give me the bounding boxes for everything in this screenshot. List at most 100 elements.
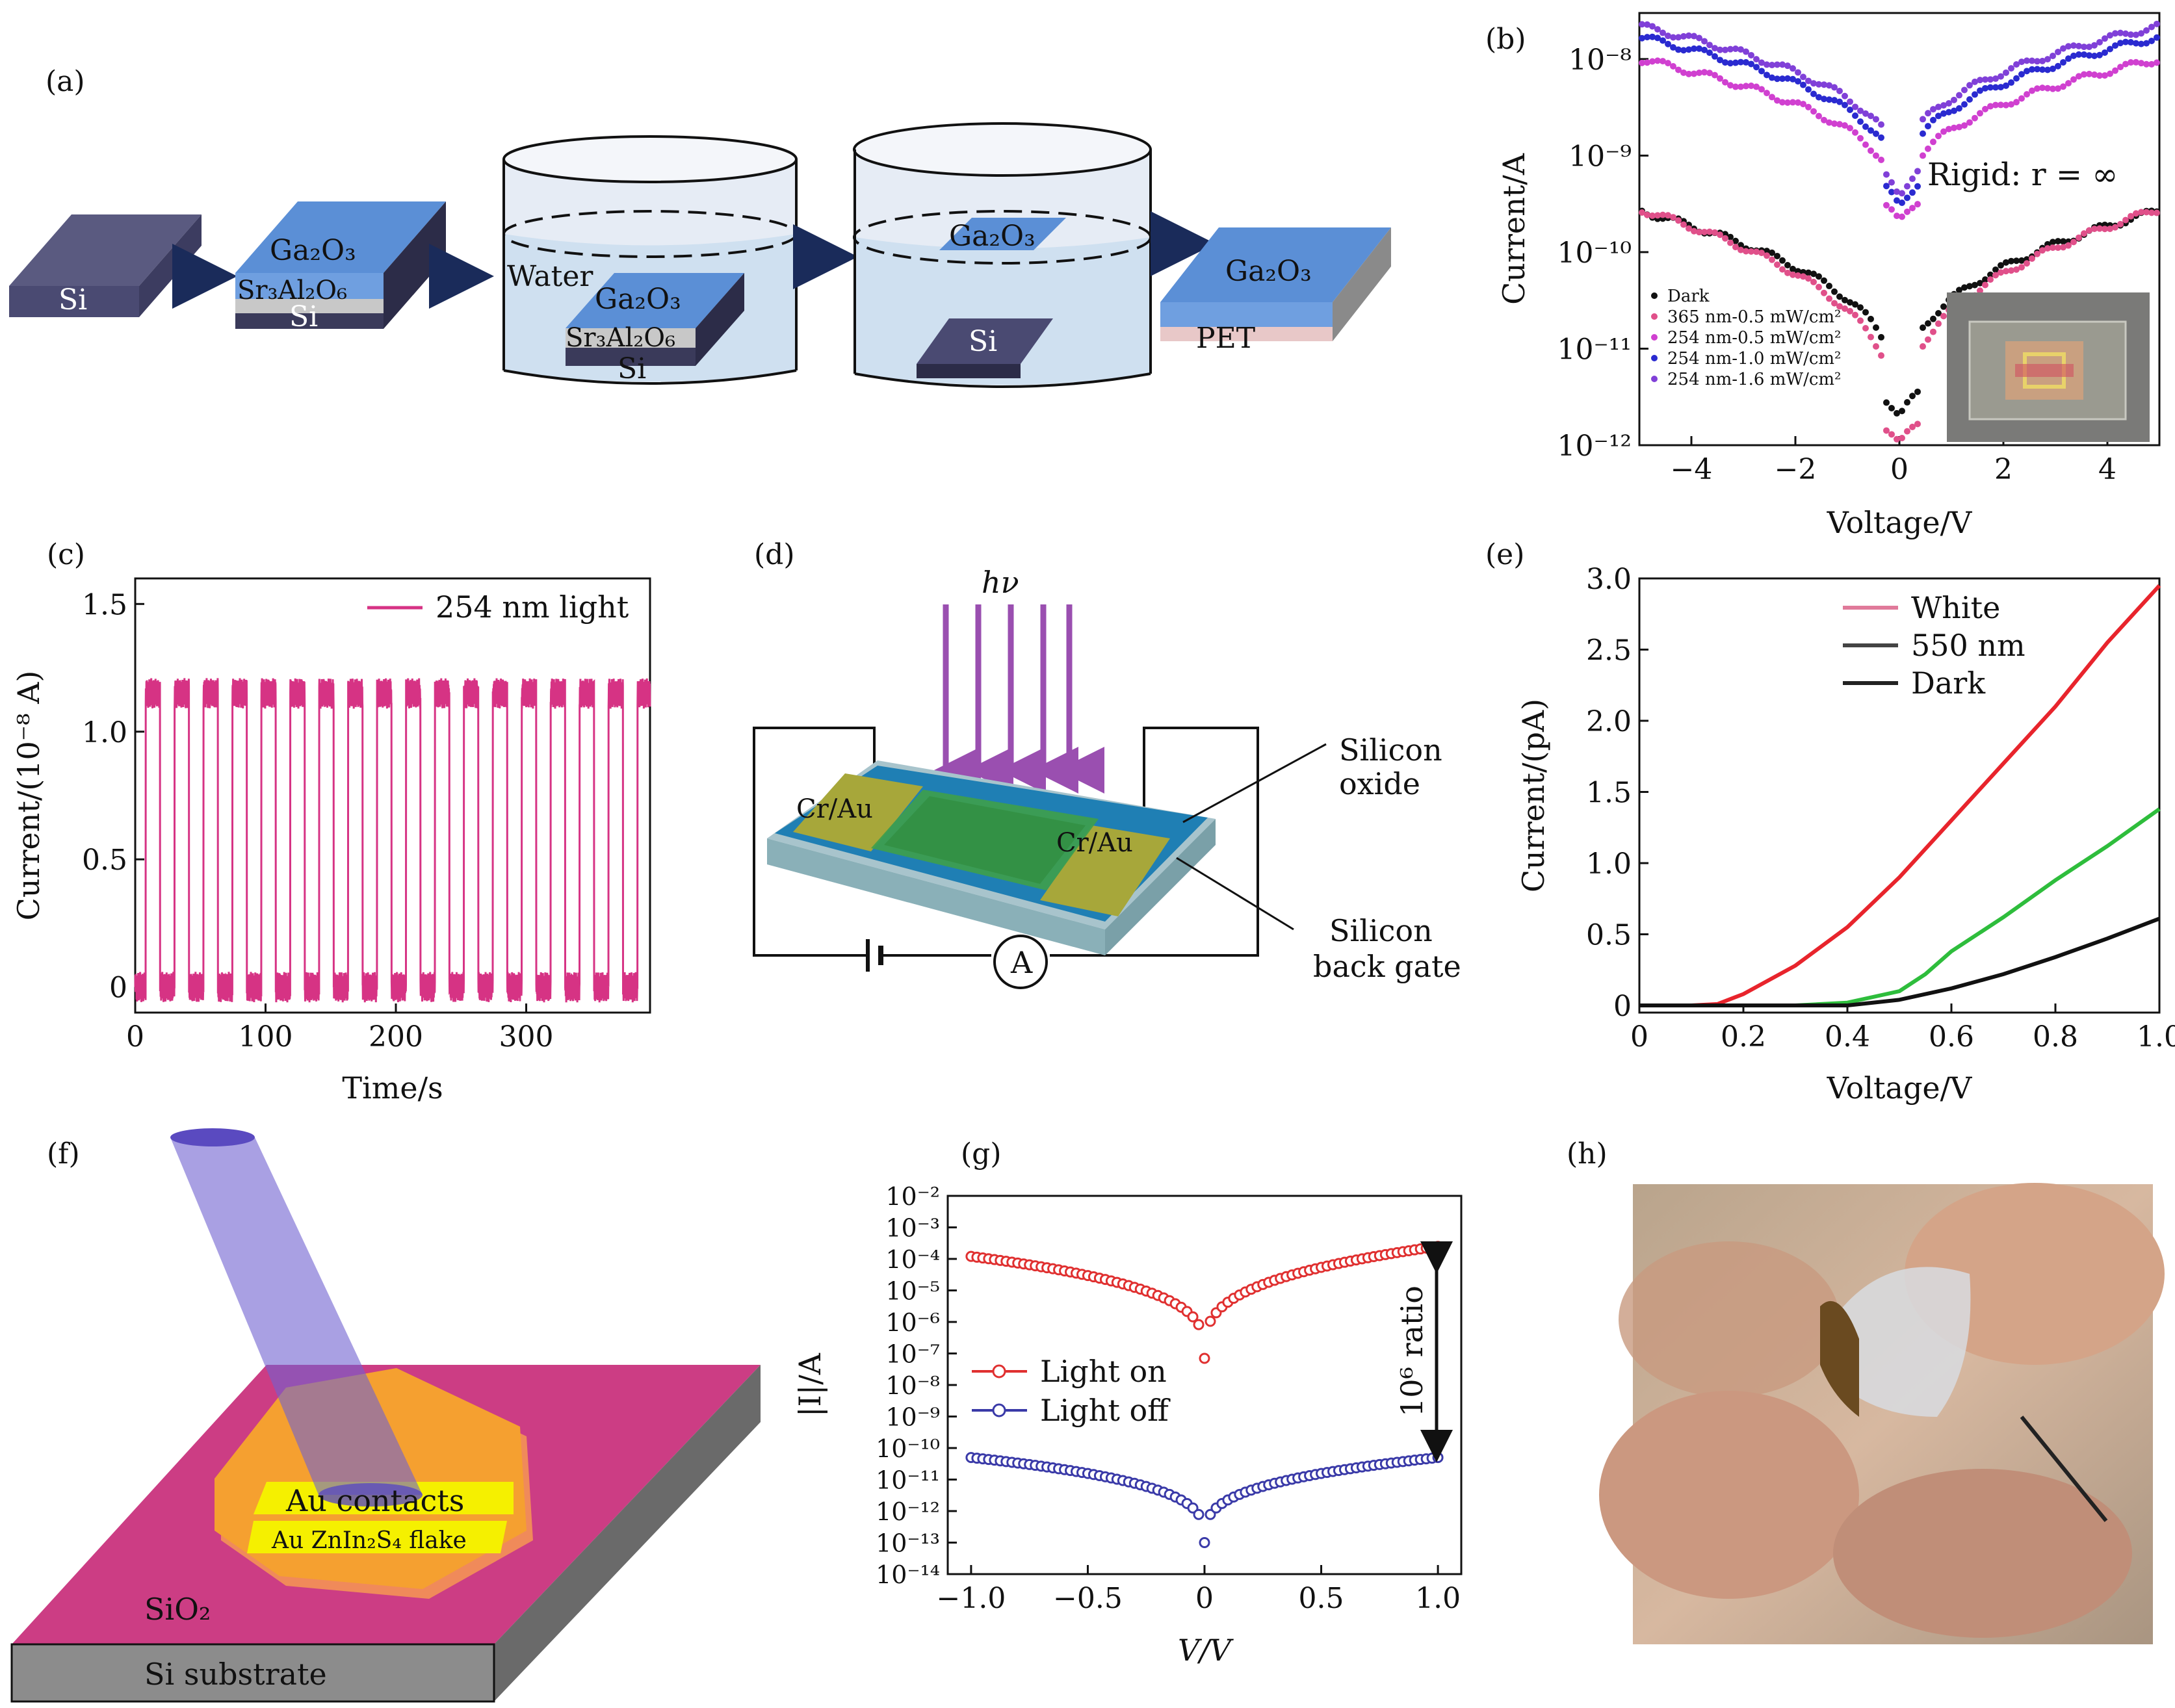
data-point <box>1961 284 1968 291</box>
data-point <box>1847 125 1853 132</box>
data-point <box>1779 257 1786 264</box>
data-point <box>2086 227 2092 234</box>
data-point <box>2096 72 2103 79</box>
data-point <box>1883 399 1890 406</box>
data-point <box>1774 252 1780 259</box>
y-axis-label: Current/(pA) <box>1516 699 1551 892</box>
data-point <box>2138 40 2144 47</box>
data-point <box>1940 110 1947 117</box>
cr-au-left-label: Cr/Au <box>796 794 873 824</box>
legend-label: 254 nm light <box>436 589 629 625</box>
data-point <box>1888 206 1895 213</box>
data-point <box>1862 325 1869 332</box>
data-point <box>1878 121 1884 128</box>
panel-c: (c) 0 100 200 300 0 0.5 1.0 1.5 Time/s Current/(1… <box>11 538 651 1106</box>
data-point <box>2044 245 2051 252</box>
data-point <box>1810 90 1817 97</box>
data-point <box>1764 71 1770 79</box>
data-point <box>2050 65 2056 72</box>
data-point <box>1790 271 1796 278</box>
panel-h: (h) <box>1567 1137 2165 1644</box>
data-point <box>1665 60 1671 67</box>
series-254 nm-1.0 mW/cm² <box>1639 33 2160 206</box>
x-axis-label: Time/s <box>342 1070 443 1106</box>
data-point <box>1847 307 1853 315</box>
data-point <box>1701 69 1708 76</box>
panel-d: (d) hν A <box>753 538 1461 989</box>
data-point <box>2117 64 2124 71</box>
panel-d-label: (d) <box>754 538 795 571</box>
data-point <box>2018 58 2025 66</box>
data-point <box>1795 78 1801 85</box>
data-point <box>2013 61 2020 68</box>
legend-label: 550 nm <box>1911 628 2025 663</box>
data-point <box>2018 257 2025 264</box>
x-tick-label: 0 <box>1890 453 1908 486</box>
data-point <box>1831 120 1838 127</box>
data-point <box>1987 76 1994 83</box>
data-point <box>1909 393 1916 400</box>
legend-marker <box>1651 292 1658 299</box>
data-point <box>1784 99 1791 106</box>
data-point <box>1883 171 1890 178</box>
data-point <box>1193 1508 1205 1520</box>
data-point <box>1935 133 1942 140</box>
data-point <box>1972 281 1978 289</box>
data-point <box>1810 270 1817 278</box>
x-tick-label: 0.5 <box>1299 1582 1344 1615</box>
legend-marker <box>1651 334 1658 341</box>
data-point <box>1649 33 1656 40</box>
data-point <box>1732 244 1739 251</box>
data-point <box>2024 57 2030 64</box>
data-point <box>2050 53 2056 60</box>
data-point <box>1696 45 1702 52</box>
data-point <box>2154 34 2160 41</box>
y-tick-label: 0 <box>109 972 127 1005</box>
data-point <box>2112 67 2118 74</box>
y-tick-label: 10⁻¹⁰ <box>1557 237 1632 270</box>
data-point <box>1680 32 1687 40</box>
data-point <box>1868 147 1874 154</box>
data-point <box>1940 313 1947 320</box>
data-point <box>1899 408 1905 415</box>
data-point <box>1748 60 1754 68</box>
data-point <box>2003 82 2009 89</box>
data-point <box>1649 23 1656 30</box>
legend-marker <box>1651 376 1658 382</box>
data-point <box>1831 84 1838 91</box>
data-point <box>1701 228 1708 235</box>
y-tick-label: 10⁻⁹ <box>1569 140 1632 173</box>
x-tick-label: 200 <box>369 1020 423 1054</box>
data-point <box>2050 239 2056 246</box>
data-point <box>2107 226 2113 233</box>
data-point <box>2018 95 2025 102</box>
data-point <box>2008 79 2014 86</box>
si-substrate-label: Si substrate <box>144 1657 327 1692</box>
data-point <box>2039 247 2046 254</box>
data-point <box>2003 259 2009 266</box>
data-point <box>2112 30 2118 37</box>
data-point <box>1701 38 1708 45</box>
data-point <box>2003 69 2009 76</box>
data-point <box>1686 225 1692 232</box>
panel-e-label: (e) <box>1485 538 1524 571</box>
sr3al2o6-label: Sr₃Al₂O₆ <box>237 276 347 305</box>
y-tick-label: 10⁻¹³ <box>876 1529 940 1558</box>
data-point <box>2148 209 2155 216</box>
data-point <box>1691 32 1697 40</box>
data-point <box>2154 20 2160 27</box>
data-point <box>1816 94 1822 101</box>
data-point <box>1956 287 1962 294</box>
data-point <box>1639 209 1645 216</box>
data-point <box>1821 81 1827 88</box>
data-point <box>1826 119 1832 126</box>
data-point <box>2065 80 2072 87</box>
data-point <box>1894 435 1900 443</box>
data-point <box>1982 105 1988 112</box>
data-point <box>1998 84 2004 91</box>
panel-f: (f) Au contacts Au ZnIn₂S₄ flake SiO₂ Si… <box>10 1128 761 1703</box>
data-point <box>1992 272 1999 279</box>
legend-label: 254 nm-0.5 mW/cm² <box>1667 328 1841 348</box>
data-point <box>1748 83 1754 90</box>
y-tick-label: 10⁻⁵ <box>885 1277 940 1306</box>
